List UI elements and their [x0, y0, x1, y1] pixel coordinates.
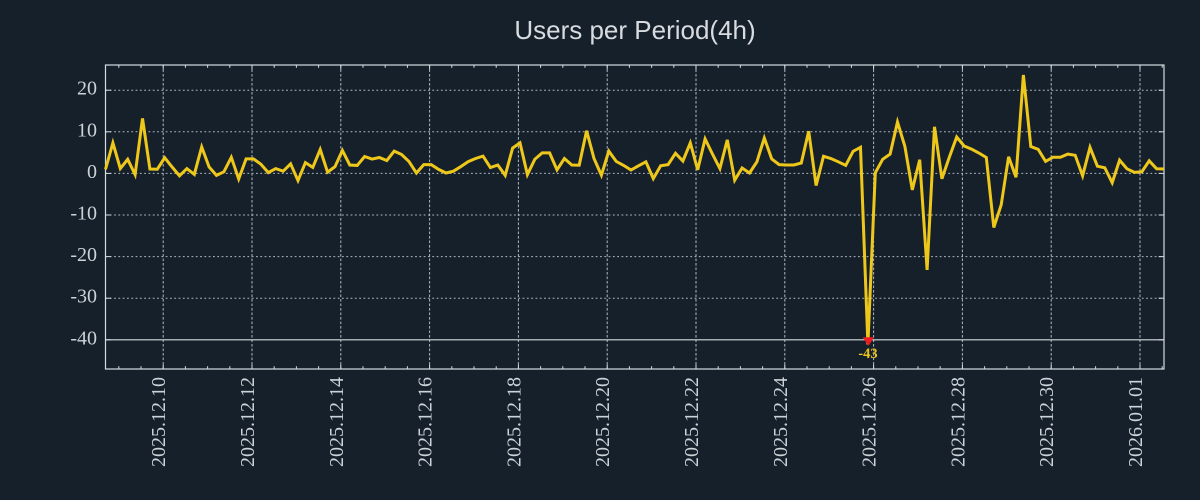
- svg-text:2025.12.24: 2025.12.24: [770, 377, 792, 467]
- svg-text:-40: -40: [70, 327, 97, 349]
- svg-text:2025.12.30: 2025.12.30: [1036, 377, 1058, 467]
- svg-text:20: 20: [77, 78, 97, 100]
- svg-text:2025.12.10: 2025.12.10: [148, 377, 170, 467]
- svg-text:Users per Period(4h): Users per Period(4h): [514, 15, 755, 45]
- svg-text:-10: -10: [70, 203, 97, 225]
- svg-text:0: 0: [87, 161, 97, 183]
- svg-text:2025.12.16: 2025.12.16: [415, 377, 437, 467]
- svg-text:2025.12.28: 2025.12.28: [947, 377, 969, 467]
- svg-text:2025.12.22: 2025.12.22: [681, 377, 703, 467]
- svg-text:-43: -43: [858, 346, 877, 362]
- svg-text:10: 10: [77, 119, 97, 141]
- svg-text:2025.12.12: 2025.12.12: [237, 377, 259, 467]
- svg-text:-30: -30: [70, 286, 97, 308]
- svg-text:2025.12.18: 2025.12.18: [503, 377, 525, 467]
- svg-text:-20: -20: [70, 244, 97, 266]
- svg-text:2025.12.26: 2025.12.26: [859, 377, 881, 467]
- svg-text:2025.12.20: 2025.12.20: [592, 377, 614, 467]
- svg-text:2026.01.01: 2026.01.01: [1125, 377, 1147, 467]
- svg-text:2025.12.14: 2025.12.14: [326, 377, 348, 467]
